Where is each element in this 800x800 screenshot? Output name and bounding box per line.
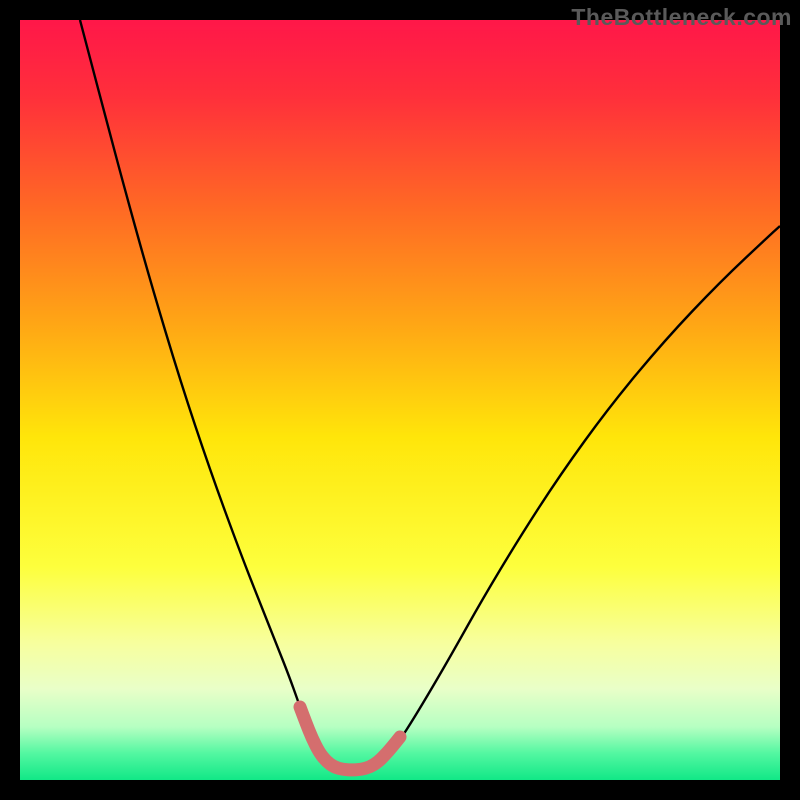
valley-highlight-dot [387,742,397,752]
valley-highlight-dot [356,764,366,774]
valley-highlight-dot [338,764,348,774]
watermark-text: TheBottleneck.com [571,4,792,31]
valley-highlight-dot [395,732,405,742]
valley-highlight-dot [314,747,324,757]
valley-highlight-dot [329,762,339,772]
valley-highlight-dot [347,765,357,775]
valley-highlight-dot [380,750,390,760]
chart-background [20,20,780,780]
valley-highlight-dot [307,733,317,743]
valley-highlight-dot [301,718,311,728]
valley-highlight-dot [295,702,305,712]
